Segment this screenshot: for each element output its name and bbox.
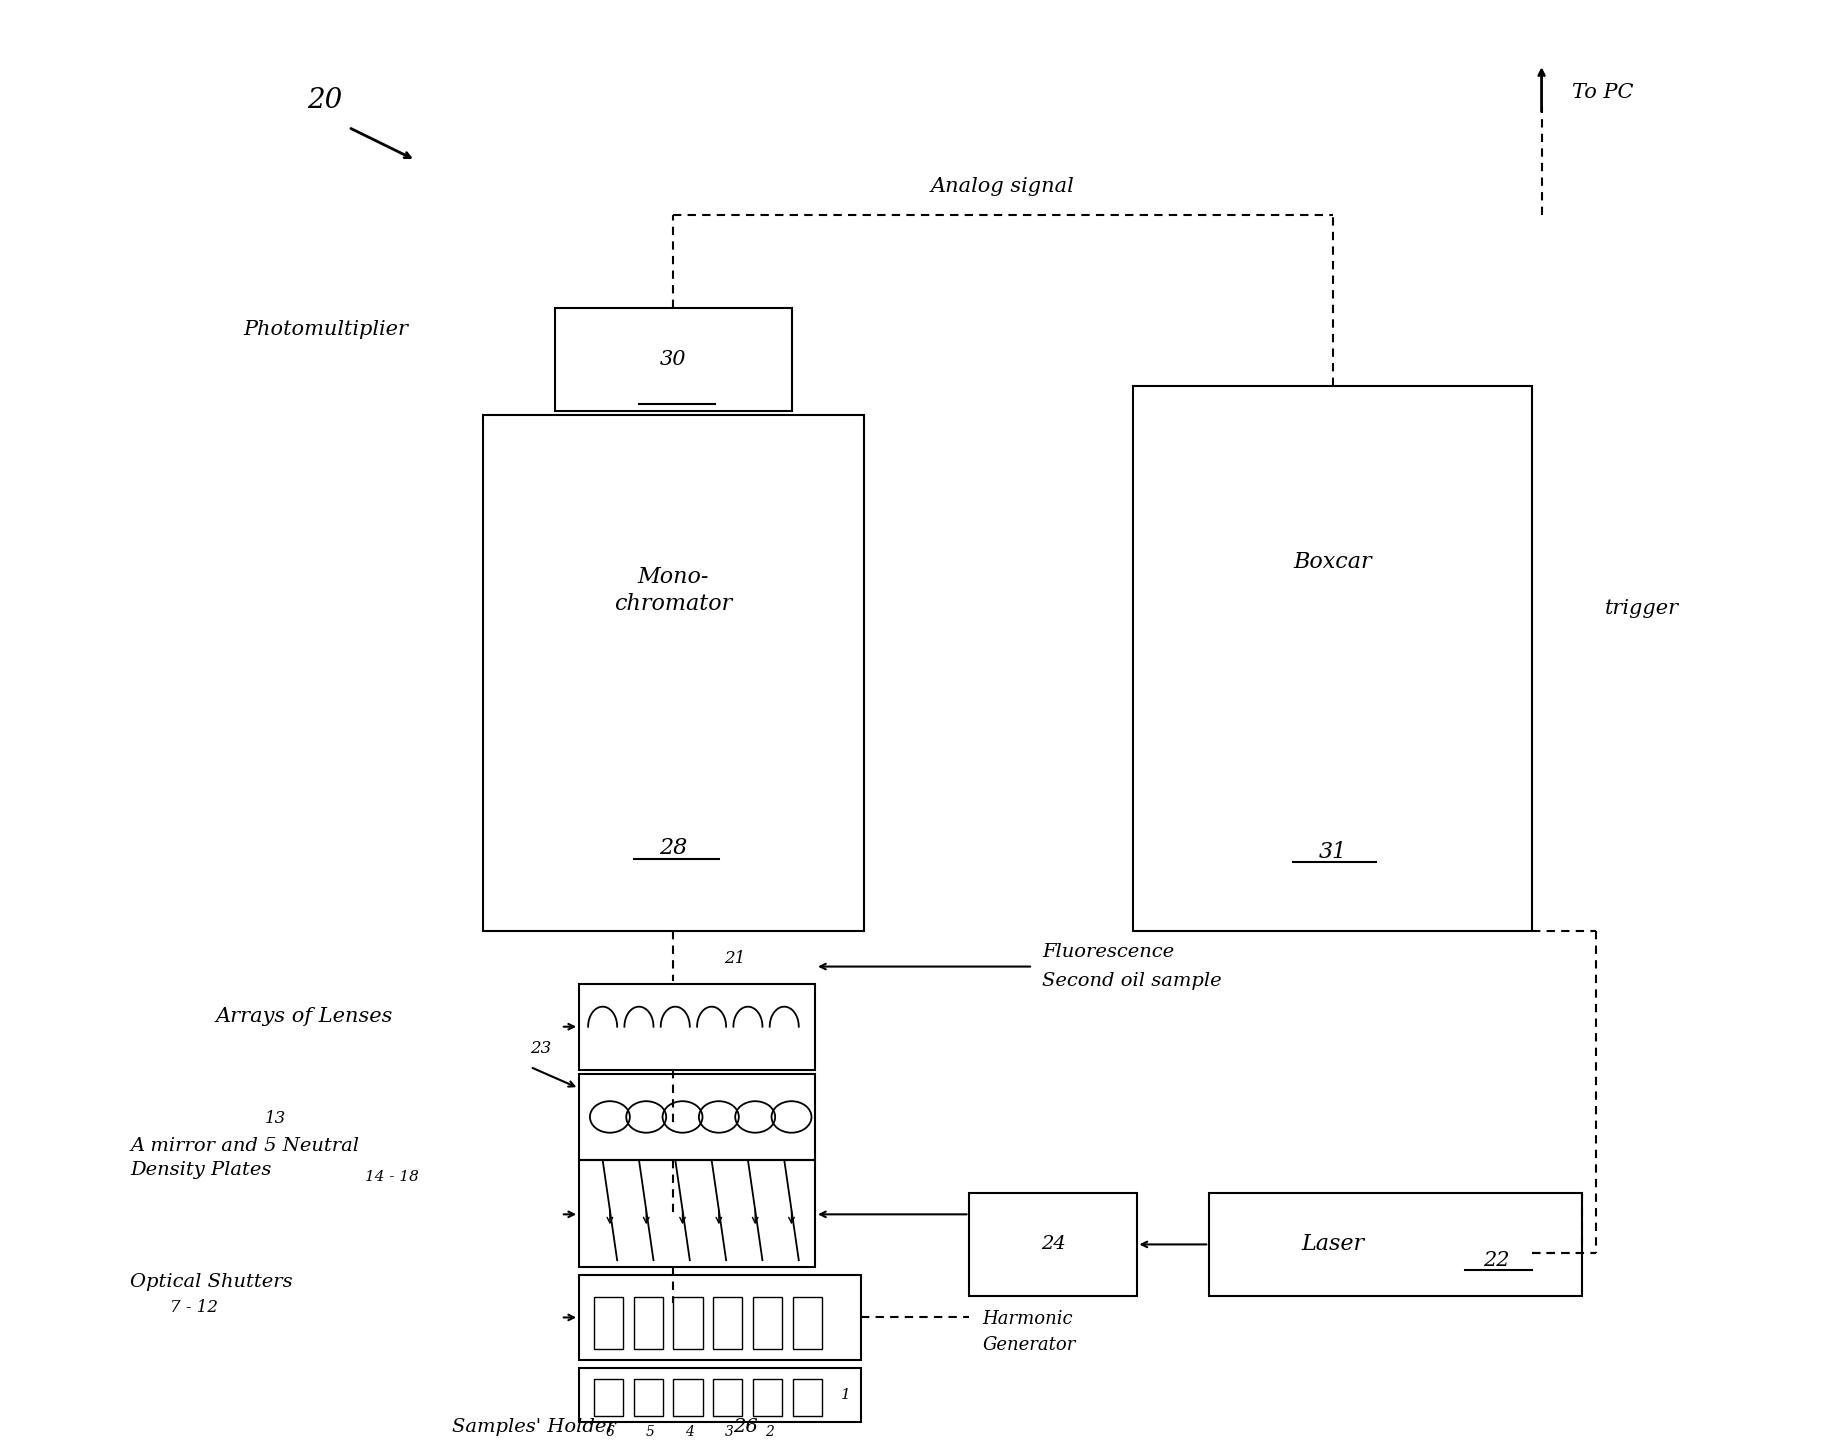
Bar [1210,1193,1581,1295]
Text: 4: 4 [686,1424,694,1439]
Text: 5: 5 [646,1424,655,1439]
Text: Photomultiplier: Photomultiplier [243,320,408,339]
Bar [714,1297,743,1349]
Bar [578,1368,860,1421]
Text: 26: 26 [734,1419,758,1436]
Text: trigger: trigger [1605,598,1680,617]
Text: 2: 2 [765,1424,774,1439]
Text: Second oil sample: Second oil sample [1041,972,1222,990]
Text: A mirror and 5 Neutral: A mirror and 5 Neutral [130,1136,359,1155]
Text: 14 - 18: 14 - 18 [364,1171,419,1184]
Bar [714,1379,743,1416]
Bar [578,1074,814,1159]
Bar [673,1379,703,1416]
Text: 24: 24 [1041,1236,1065,1253]
Bar [794,1379,822,1416]
Text: Optical Shutters: Optical Shutters [130,1272,293,1291]
Text: Mono-
chromator: Mono- chromator [615,565,732,614]
Text: Generator: Generator [983,1336,1076,1353]
Text: 20: 20 [307,87,342,113]
Bar [794,1297,822,1349]
Text: Arrays of Lenses: Arrays of Lenses [216,1007,393,1026]
Bar [754,1379,783,1416]
Text: 22: 22 [1482,1250,1510,1269]
Text: Samples' Holder: Samples' Holder [452,1419,615,1436]
Text: Fluorescence: Fluorescence [1041,943,1175,961]
Text: 28: 28 [659,836,688,859]
Bar [970,1193,1136,1295]
Bar [673,1297,703,1349]
Bar [578,984,814,1069]
Bar [754,1297,783,1349]
Text: 1: 1 [842,1388,851,1401]
Text: Laser: Laser [1301,1233,1365,1255]
Text: 21: 21 [725,949,745,966]
Text: Analog signal: Analog signal [930,177,1074,196]
Bar [578,1275,860,1361]
Bar [1133,387,1532,930]
Bar [578,1159,814,1268]
Bar [633,1379,662,1416]
Bar [593,1297,622,1349]
Text: 31: 31 [1319,840,1347,864]
Text: 30: 30 [661,349,686,369]
Text: Density Plates: Density Plates [130,1161,273,1179]
Text: Harmonic: Harmonic [983,1310,1072,1329]
Bar [633,1297,662,1349]
Text: To PC: To PC [1572,84,1634,103]
Text: 7 - 12: 7 - 12 [170,1298,218,1316]
Bar [593,1379,622,1416]
Text: 6: 6 [606,1424,615,1439]
Text: 23: 23 [531,1040,553,1056]
Text: Boxcar: Boxcar [1294,551,1372,574]
Text: 3: 3 [725,1424,734,1439]
Bar [483,416,864,930]
Text: 13: 13 [265,1110,285,1127]
Bar [556,307,792,412]
